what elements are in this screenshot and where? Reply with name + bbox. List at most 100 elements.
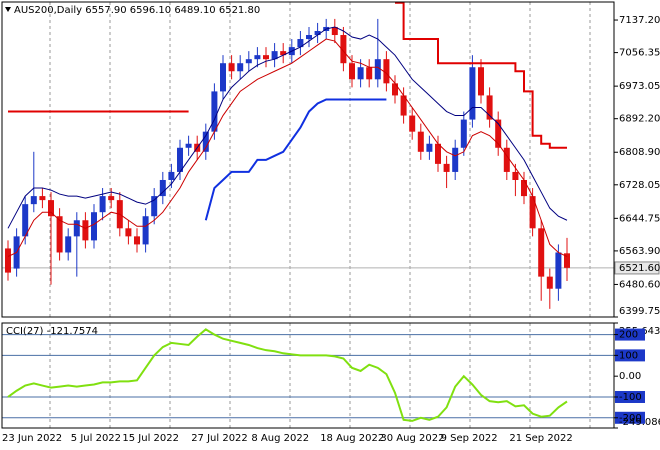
y-tick-label: 6563.90 <box>619 246 660 257</box>
candle-body <box>340 35 347 64</box>
candle-body <box>546 276 553 289</box>
x-tick-label: 15 Jul 2022 <box>122 433 179 444</box>
x-tick-label: 9 Sep 2022 <box>441 433 498 444</box>
candle-body <box>409 115 416 132</box>
candle-body <box>538 228 545 277</box>
candle-body <box>82 220 89 241</box>
grid <box>2 2 614 428</box>
y-tick-label: 6808.90 <box>619 147 660 158</box>
candle-body <box>228 63 235 72</box>
candle-body <box>151 196 158 217</box>
candle-body <box>220 63 226 92</box>
level-box <box>615 349 645 362</box>
x-tick-label: 18 Aug 2022 <box>320 433 384 444</box>
candle-body <box>486 95 493 120</box>
y-tick-label: 100 <box>619 350 638 361</box>
candle-body <box>478 67 484 96</box>
candle-body <box>374 59 381 80</box>
last-price-box <box>614 261 660 275</box>
x-tick-label: 5 Jul 2022 <box>71 433 121 444</box>
price-frame <box>1 1 615 318</box>
y-tick-label: 7137.20 <box>619 15 660 26</box>
candle-body <box>185 143 192 148</box>
candle-body <box>503 147 510 172</box>
candle-body <box>211 91 218 132</box>
level-box <box>615 328 645 341</box>
y-tick-label: 6973.05 <box>619 81 660 92</box>
indicator-line <box>7 26 568 229</box>
candle-body <box>521 179 527 197</box>
candle-body <box>435 143 441 164</box>
candle-body <box>254 55 261 60</box>
y-tick-label: 200 <box>619 330 638 341</box>
candle-body <box>91 212 97 241</box>
candle-body <box>56 216 63 253</box>
candle-body <box>65 236 72 253</box>
candle-body <box>237 63 244 72</box>
candle-body <box>125 228 132 237</box>
candle-body <box>460 119 467 148</box>
y-tick-label: 7056.35 <box>619 48 660 59</box>
candle-body <box>443 163 450 172</box>
candle-body <box>314 30 321 36</box>
indicator-line <box>7 328 568 422</box>
candle-body <box>349 63 355 80</box>
candle-body <box>271 51 278 60</box>
x-tick-label: 27 Jul 2022 <box>191 433 248 444</box>
candle-body <box>417 131 424 152</box>
candle-body <box>555 252 562 289</box>
menu-arrow <box>5 7 11 12</box>
candle-body <box>495 119 502 148</box>
candle-body <box>564 253 570 268</box>
y-tick-label: 6480.60 <box>619 279 660 290</box>
candle-body <box>142 216 149 245</box>
candle-body <box>73 220 80 237</box>
y-tick-label: -100 <box>619 392 642 403</box>
candle-body <box>159 179 166 197</box>
x-tick-label: 8 Aug 2022 <box>251 433 309 444</box>
candle-body <box>426 143 433 152</box>
price-plot <box>2 2 614 309</box>
indicator-title: CCI(27) -121.7574 <box>6 326 98 337</box>
candle-body <box>134 236 140 245</box>
indicator-line <box>7 38 568 257</box>
axes: 7137.20 7056.35 6973.05 6892.20 6808.90 6728.… <box>2 15 660 444</box>
candle-body <box>5 248 11 273</box>
y-tick-label: 6644.75 <box>619 213 660 224</box>
candle-body <box>452 147 459 172</box>
level-box <box>615 390 645 403</box>
candle-body <box>177 147 183 172</box>
cci-plot <box>7 328 568 422</box>
y-tick-label: 6728.05 <box>619 180 660 191</box>
candle-body <box>48 200 54 217</box>
candle-body <box>469 67 476 120</box>
candle-body <box>280 51 287 56</box>
indicator-line <box>204 98 387 221</box>
candle-body <box>331 26 338 36</box>
candle-body <box>168 171 175 180</box>
last-price-label: 6521.60 <box>619 263 660 274</box>
x-tick-label: 21 Sep 2022 <box>509 433 572 444</box>
candle-body <box>357 67 364 80</box>
candle-body <box>39 196 46 201</box>
chart-title: AUS200,Daily 6557.90 6596.10 6489.10 652… <box>14 5 260 16</box>
candle-body <box>400 95 407 116</box>
level-box <box>615 411 645 424</box>
candle-body <box>306 35 312 40</box>
x-tick-label: 23 Jun 2022 <box>2 433 62 444</box>
x-tick-label: 30 Aug 2022 <box>380 433 444 444</box>
cci-frame <box>1 322 615 429</box>
candle-body <box>392 83 398 96</box>
y-tick-label: -249.086 <box>619 417 660 428</box>
candle-body <box>383 59 390 84</box>
candle-body <box>202 131 209 152</box>
candle-body <box>263 55 269 60</box>
candle-body <box>22 204 29 237</box>
candle-body <box>30 196 37 205</box>
candle-body <box>529 196 536 229</box>
y-tick-label: 0.00 <box>619 371 641 382</box>
candle-body <box>99 196 106 213</box>
candle-body <box>512 171 519 180</box>
y-tick-label: 6399.75 <box>619 306 660 317</box>
candle-body <box>245 59 252 64</box>
